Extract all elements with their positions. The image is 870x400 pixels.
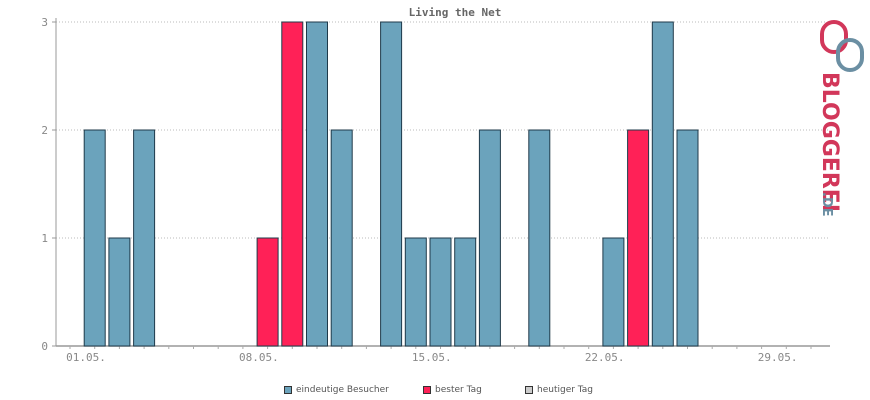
bar: [478, 129, 501, 347]
bar: [528, 129, 551, 347]
bar: [627, 129, 650, 347]
legend-label: bester Tag: [435, 385, 482, 395]
x-tick-label: 01.05.: [66, 351, 106, 364]
legend-item-eindeutige-besucher: eindeutige Besucher: [284, 385, 389, 395]
legend-item-bester-tag: bester Tag: [423, 385, 482, 395]
chart-tick-labels: 0 1 2 3 01.05. 08.05. 15.05. 22.05. 29.05.: [41, 16, 797, 364]
bar: [133, 129, 156, 347]
chart-bars: [83, 21, 699, 347]
bar: [281, 21, 304, 347]
chart-grid: [56, 21, 830, 239]
logo-suffix-text: .DE: [819, 192, 834, 217]
legend-swatch: [525, 386, 533, 394]
legend-item-heutiger-tag: heutiger Tag: [525, 385, 593, 395]
y-tick-label: 1: [41, 232, 48, 245]
legend-swatch: [423, 386, 431, 394]
logo-icon: [820, 20, 864, 72]
x-tick-label: 08.05.: [239, 351, 279, 364]
x-tick-label: 22.05.: [585, 351, 625, 364]
bar: [676, 129, 699, 347]
chart-title: Living the Net: [409, 6, 502, 19]
bar: [306, 21, 328, 347]
bar: [256, 237, 279, 347]
bloggerei-logo: BLOGGEREI .DE: [817, 20, 864, 217]
y-tick-label: 0: [41, 340, 48, 353]
bar: [83, 129, 106, 347]
bar: [429, 237, 452, 347]
bar: [330, 129, 353, 347]
chart-legend: eindeutige Besucher bester Tag heutiger …: [0, 385, 870, 399]
x-tick-label: 15.05.: [412, 351, 452, 364]
bar: [602, 237, 625, 347]
bar: [380, 21, 403, 347]
x-tick-label: 29.05.: [758, 351, 798, 364]
bar: [651, 21, 674, 347]
legend-label: eindeutige Besucher: [296, 385, 389, 395]
bar: [108, 237, 131, 347]
y-tick-label: 2: [41, 124, 48, 137]
logo-brand-text: BLOGGEREI: [817, 72, 842, 212]
y-tick-label: 3: [41, 16, 48, 29]
bar: [404, 237, 427, 347]
legend-swatch: [284, 386, 292, 394]
legend-label: heutiger Tag: [537, 385, 594, 395]
bar: [454, 237, 477, 347]
